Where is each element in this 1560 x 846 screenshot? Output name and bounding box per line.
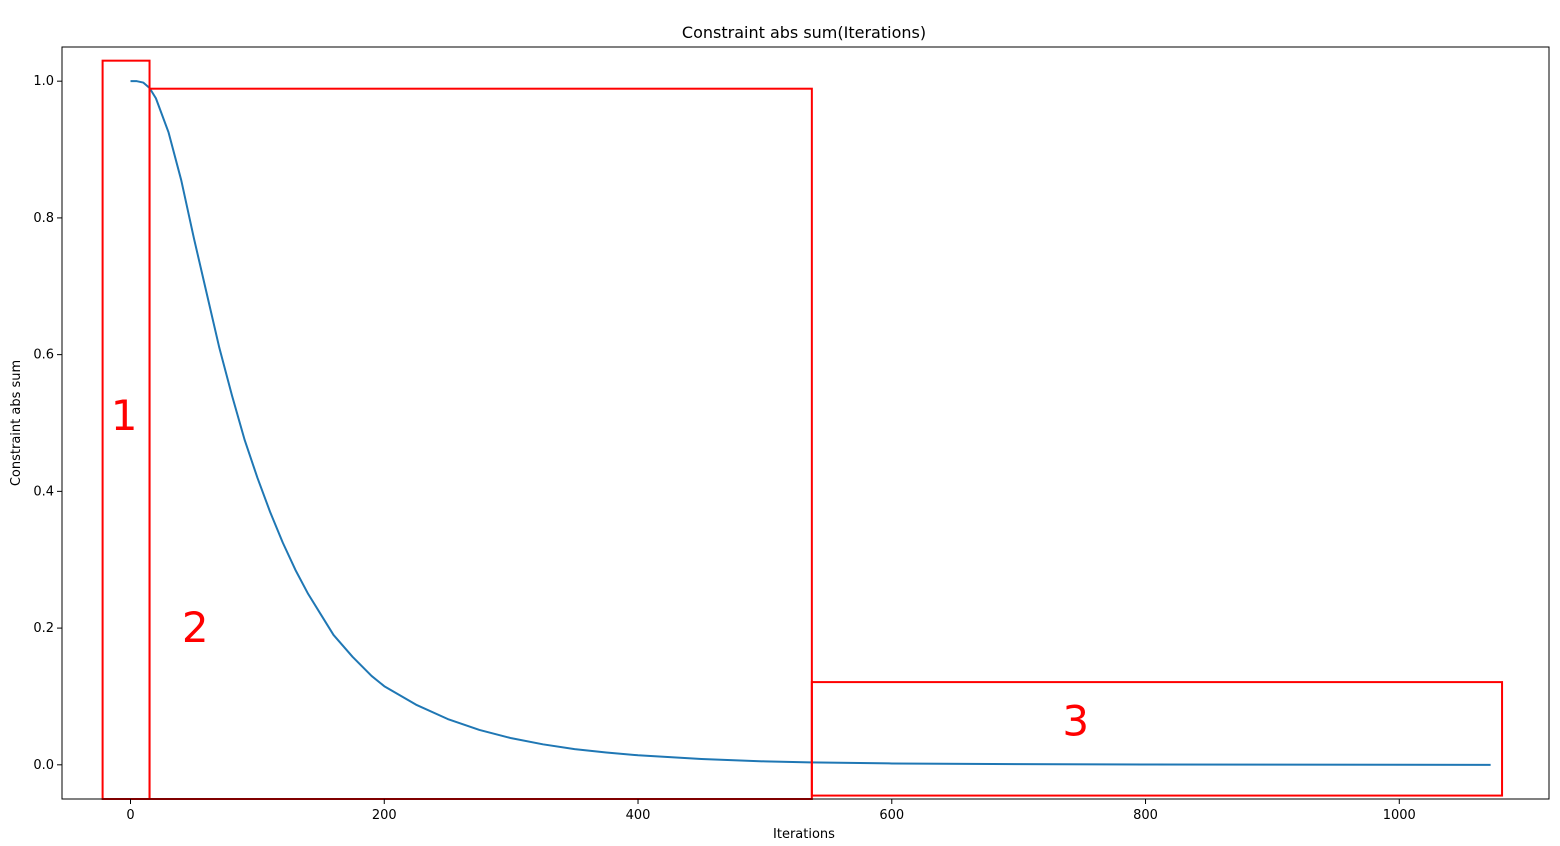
x-tick-label: 1000 [1383,808,1416,823]
x-axis-ticks: 0 200 400 600 800 1000 [126,799,1416,823]
series-line-0 [130,80,1491,766]
chart-title: Constraint abs sum(Iterations) [682,23,926,42]
y-tick-label: 0.4 [33,484,54,499]
y-tick-label: 0.6 [33,348,54,363]
x-tick-label: 600 [879,808,904,823]
annotation-label-2: 2 [182,603,209,652]
annotation-box-3 [810,681,1504,797]
x-axis-label: Iterations [773,827,835,842]
x-tick-label: 0 [126,808,134,823]
x-tick-label: 200 [372,808,397,823]
y-axis-ticks: 0.0 0.2 0.4 0.6 0.8 1.0 [33,74,62,773]
annotation-label-3: 3 [1062,696,1089,745]
plot-frame [61,46,1550,800]
x-tick-label: 400 [626,808,651,823]
y-tick-label: 0.0 [33,758,54,773]
y-tick-label: 0.8 [33,211,54,226]
annotation-label-1: 1 [111,391,138,440]
y-tick-label: 1.0 [33,74,54,89]
plot-area: 1 2 3 [101,59,1504,801]
x-tick-label: 800 [1133,808,1158,823]
y-axis-label: Constraint abs sum [9,360,24,486]
y-tick-label: 0.2 [33,621,54,636]
